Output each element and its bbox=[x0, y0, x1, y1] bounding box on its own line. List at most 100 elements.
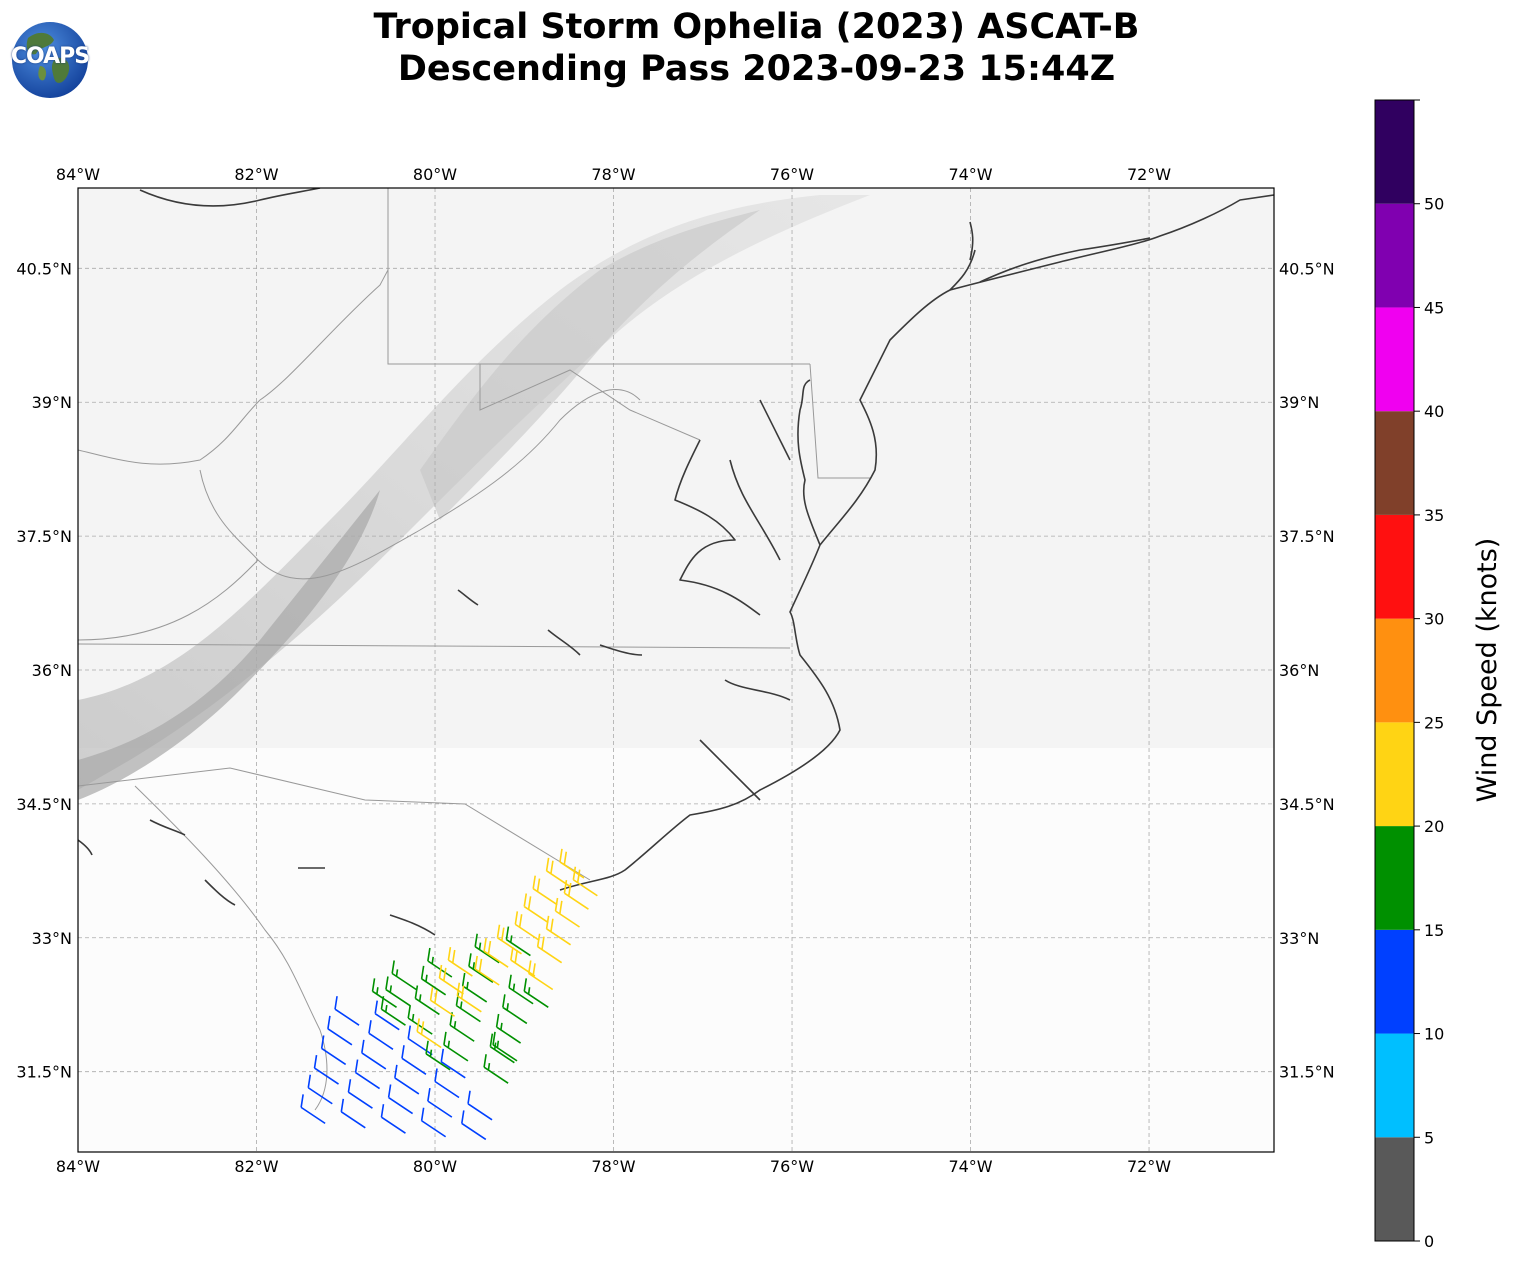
wind-barb bbox=[354, 1059, 381, 1090]
wind-barb bbox=[468, 953, 494, 984]
wind-barb bbox=[483, 1054, 509, 1084]
wind-barb bbox=[559, 848, 585, 879]
lat-tick-label: 37.5°N bbox=[1279, 527, 1335, 546]
wind-barb bbox=[425, 1040, 451, 1071]
wind-barb bbox=[416, 1018, 442, 1049]
lon-tick-label: 74°W bbox=[948, 1157, 992, 1176]
colorbar-segment bbox=[1375, 514, 1414, 619]
colorbar-tick-label: 45 bbox=[1424, 298, 1444, 317]
wind-barb bbox=[320, 1035, 347, 1066]
lon-tick-label: 82°W bbox=[234, 1157, 278, 1176]
lon-tick-label: 78°W bbox=[591, 1157, 635, 1176]
wind-barb bbox=[474, 933, 500, 964]
lat-axis-left: 40.5°N 39°N 37.5°N 36°N 34.5°N 33°N 31.5°N bbox=[16, 259, 72, 1081]
wind-barb bbox=[391, 960, 417, 991]
colorbar-tick-label: 0 bbox=[1424, 1232, 1434, 1251]
colorbar-segment bbox=[1375, 307, 1414, 412]
colorbar-segment bbox=[1375, 100, 1414, 204]
lat-tick-label: 31.5°N bbox=[1279, 1063, 1335, 1082]
wind-barb bbox=[443, 1031, 469, 1062]
colorbar-frame bbox=[1374, 99, 1415, 1242]
colorbar-segment bbox=[1375, 203, 1414, 308]
wind-barb bbox=[510, 946, 536, 977]
lat-tick-label: 36°N bbox=[32, 661, 72, 680]
map-frame bbox=[77, 187, 1275, 1153]
colorbar-tick-label: 40 bbox=[1424, 402, 1444, 421]
wind-barbs bbox=[300, 848, 598, 1141]
wind-barb bbox=[420, 965, 447, 996]
wind-barb bbox=[427, 1087, 453, 1118]
colorbar-tick-label: 25 bbox=[1424, 713, 1444, 732]
title-line-1: Tropical Storm Ophelia (2023) ASCAT-B bbox=[373, 7, 1140, 47]
wind-barb bbox=[401, 1045, 427, 1075]
colorbar-tick-label: 30 bbox=[1424, 610, 1444, 629]
wind-barb bbox=[461, 1110, 487, 1141]
wind-barb bbox=[532, 875, 558, 906]
wind-barb bbox=[572, 866, 598, 897]
wind-barb bbox=[467, 1090, 493, 1121]
coastlines bbox=[78, 188, 1274, 936]
wind-barb bbox=[483, 938, 509, 968]
wind-barb bbox=[313, 1054, 339, 1085]
wind-barb bbox=[387, 1084, 414, 1115]
lon-tick-label: 76°W bbox=[770, 1157, 814, 1176]
colorbar-tick-label: 5 bbox=[1424, 1128, 1434, 1147]
lat-tick-label: 31.5°N bbox=[16, 1063, 72, 1082]
wind-barb bbox=[414, 985, 440, 1016]
wind-barb bbox=[385, 976, 411, 1007]
lat-tick-label: 33°N bbox=[32, 929, 72, 948]
wind-barb bbox=[461, 972, 488, 1003]
lat-tick-label: 39°N bbox=[1279, 393, 1319, 412]
wind-barb bbox=[440, 1048, 466, 1079]
lon-tick-label: 76°W bbox=[770, 165, 814, 184]
title-line-2: Descending Pass 2023-09-23 15:44Z bbox=[397, 49, 1116, 89]
colorbar-tick-label: 35 bbox=[1424, 506, 1444, 525]
wind-barb bbox=[420, 1107, 447, 1138]
wind-barb bbox=[307, 1074, 333, 1105]
logo-text: COAPS bbox=[10, 44, 90, 69]
wind-barb bbox=[492, 1031, 518, 1062]
lon-tick-label: 74°W bbox=[948, 165, 992, 184]
wind-barb bbox=[527, 960, 554, 991]
wind-barb bbox=[495, 1013, 522, 1044]
lat-axis-right: 40.5°N 39°N 37.5°N 36°N 34.5°N 33°N 31.5°N bbox=[1279, 259, 1335, 1081]
wind-barb bbox=[554, 897, 580, 928]
lon-tick-label: 72°W bbox=[1127, 1157, 1171, 1176]
wind-barb bbox=[380, 1104, 406, 1134]
wind-barb bbox=[368, 1020, 394, 1050]
wind-barb bbox=[347, 1079, 373, 1109]
colorbar-tick-label: 50 bbox=[1424, 195, 1444, 214]
wind-barb bbox=[545, 915, 572, 946]
colorbar-segment bbox=[1375, 826, 1414, 930]
lat-lon-grid bbox=[77, 188, 1274, 1152]
lat-tick-label: 36°N bbox=[1279, 661, 1319, 680]
wind-barb bbox=[563, 880, 589, 910]
lon-tick-label: 72°W bbox=[1127, 165, 1171, 184]
wind-barb bbox=[340, 1098, 366, 1129]
wind-barb bbox=[327, 1015, 353, 1046]
wind-barb bbox=[456, 982, 482, 1013]
colorbar-tick-label: 15 bbox=[1424, 921, 1444, 940]
wind-barb bbox=[434, 1068, 460, 1099]
wind-barb bbox=[536, 933, 563, 964]
lon-axis-bottom: 84°W 82°W 80°W 78°W 76°W 74°W 72°W bbox=[56, 1157, 1171, 1176]
lon-tick-label: 84°W bbox=[56, 1157, 100, 1176]
wind-barb bbox=[508, 974, 534, 1005]
colorbar-segment bbox=[1375, 929, 1414, 1034]
wind-barb bbox=[505, 926, 531, 957]
lat-tick-label: 39°N bbox=[32, 393, 72, 412]
wind-barb bbox=[300, 1094, 326, 1125]
lon-tick-label: 82°W bbox=[234, 165, 278, 184]
lat-tick-label: 40.5°N bbox=[16, 259, 72, 278]
lat-tick-label: 34.5°N bbox=[1279, 795, 1335, 814]
lat-tick-label: 34.5°N bbox=[16, 795, 72, 814]
colorbar-segment bbox=[1375, 722, 1414, 827]
lon-tick-label: 80°W bbox=[413, 165, 457, 184]
wind-barb bbox=[429, 987, 455, 1017]
wind-barb bbox=[427, 947, 453, 978]
wind-barb bbox=[394, 1064, 420, 1095]
lat-tick-label: 40.5°N bbox=[1279, 259, 1335, 278]
wind-barb bbox=[523, 893, 549, 924]
wind-barb bbox=[502, 994, 528, 1025]
